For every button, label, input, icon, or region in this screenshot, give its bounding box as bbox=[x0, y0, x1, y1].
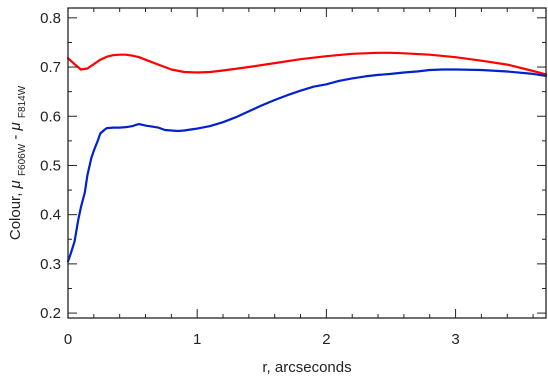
y-tick-label: 0.2 bbox=[40, 305, 61, 322]
y-tick-label: 0.6 bbox=[40, 108, 61, 125]
y-tick-label: 0.7 bbox=[40, 59, 61, 76]
x-tick-label: 2 bbox=[322, 331, 330, 348]
y-tick-label: 0.5 bbox=[40, 157, 61, 174]
y-axis-label-sub-1: F606W bbox=[17, 143, 28, 176]
y-axis-label-prefix: Colour, bbox=[7, 188, 24, 240]
y-axis-ticks: 0.2 0.3 0.4 0.5 0.6 0.7 0.8 bbox=[40, 10, 546, 322]
y-tick-label: 0.4 bbox=[40, 207, 61, 224]
y-axis-label-sub-2: F814W bbox=[17, 85, 28, 118]
plot-content bbox=[66, 51, 548, 263]
series-line-1 bbox=[66, 51, 548, 76]
y-axis-label-mu-2: μ bbox=[7, 122, 24, 131]
x-tick-label: 3 bbox=[451, 331, 459, 348]
x-tick-label: 1 bbox=[193, 331, 201, 348]
y-tick-label: 0.3 bbox=[40, 256, 61, 273]
y-axis-label-mid: - bbox=[7, 130, 24, 139]
series-line-2 bbox=[66, 68, 548, 263]
y-tick-label: 0.8 bbox=[40, 10, 61, 27]
plot-frame bbox=[67, 7, 547, 319]
x-axis-ticks: 0 1 2 3 bbox=[64, 8, 534, 348]
y-axis-label-mu-1: μ bbox=[7, 180, 24, 189]
y-axis-label: Colour, μ F606W - μ F814W bbox=[7, 85, 29, 240]
x-tick-label: 0 bbox=[64, 331, 72, 348]
x-axis-label: r, arcseconds bbox=[262, 359, 351, 376]
